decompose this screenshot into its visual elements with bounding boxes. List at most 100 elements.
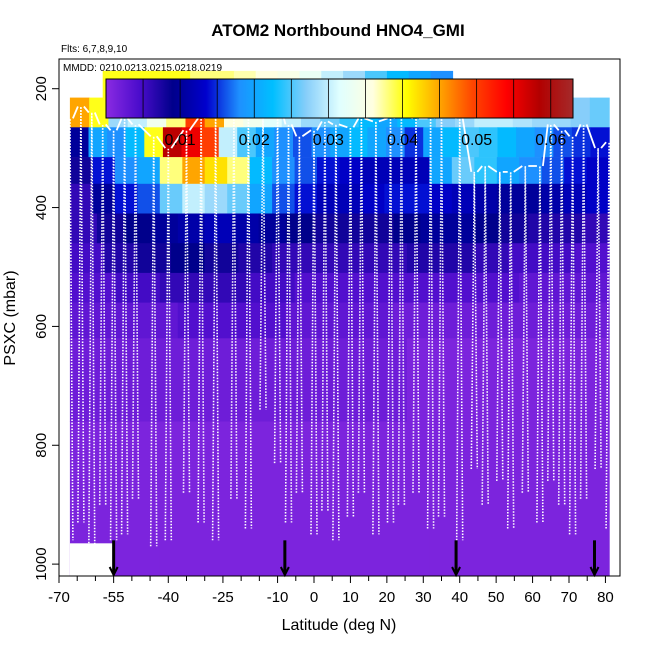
heatmap-cell	[404, 127, 424, 158]
heatmap-cell	[367, 127, 387, 158]
heatmap-cell	[182, 157, 206, 185]
heatmap-cell	[227, 157, 251, 185]
flight-leg	[72, 106, 79, 119]
flight-profile	[470, 171, 479, 470]
colorbar: 0.01 0.02 0.03 0.04 0.05 0.06	[105, 78, 574, 149]
flight-leg	[553, 123, 560, 131]
flight-profile	[357, 118, 366, 493]
heatmap-cell	[238, 243, 273, 274]
flight-profile	[321, 121, 329, 511]
flight-profile	[273, 106, 282, 464]
flight-profile	[455, 118, 464, 541]
heatmap-cell	[447, 302, 502, 339]
flight-leg	[137, 123, 152, 137]
heatmap-cell	[440, 243, 475, 274]
flight-profile	[557, 130, 566, 505]
heatmap-cell	[255, 127, 275, 158]
heatmap-cell	[92, 157, 116, 185]
heatmap-cell	[107, 127, 127, 158]
flight-leg	[476, 165, 483, 173]
flight-markers	[108, 540, 600, 578]
heatmap-cell	[516, 127, 536, 158]
heatmap-cell	[204, 157, 228, 185]
flight-profile	[77, 106, 85, 523]
no-data-gap	[69, 543, 114, 576]
heatmap-cell	[420, 213, 448, 244]
flight-leg	[542, 124, 549, 167]
heatmap-cell	[69, 243, 105, 274]
x-tick-label: 50	[488, 589, 505, 606]
flight-leg	[126, 117, 134, 125]
plot-frame	[58, 58, 621, 577]
x-tick-label: -10	[267, 589, 289, 606]
heatmap-cell	[114, 157, 138, 185]
heatmap-cell	[564, 157, 588, 185]
heatmap-cell	[339, 243, 374, 274]
flight-leg	[585, 124, 596, 149]
flight-profile	[182, 130, 191, 493]
heatmap-cell	[541, 183, 565, 214]
heatmap-cell	[339, 183, 363, 214]
x-axis: -70 -55 -40 -25 -10 0 10 20 30 40 50 60 70 80	[48, 576, 614, 606]
heatmap-cell	[451, 183, 475, 214]
heatmap-cell	[231, 213, 260, 244]
heatmap-cell	[348, 127, 368, 158]
colorbar-tick-label: 0.03	[313, 132, 344, 149]
heatmap-cell	[429, 183, 453, 214]
flight-leg	[327, 120, 334, 126]
y-tick-label: 1000	[33, 547, 50, 580]
heatmap-cell	[237, 127, 257, 158]
flight-leg	[487, 165, 498, 173]
x-tick-label: 10	[342, 589, 359, 606]
heatmap-cell	[555, 213, 583, 244]
flight-profile	[284, 124, 293, 523]
heatmap-cell	[519, 157, 543, 185]
heatmap-cell	[69, 127, 90, 158]
flight-leg	[338, 123, 348, 129]
heatmap-cell	[123, 213, 152, 244]
heatmap-cell	[474, 243, 509, 274]
heatmap-cell	[249, 272, 296, 303]
x-tick-label: 80	[597, 589, 614, 606]
heatmap-cell	[92, 183, 116, 214]
heatmap-cell	[423, 127, 443, 158]
heatmap-cell	[293, 127, 313, 158]
heatmap-cell	[272, 338, 341, 422]
heatmap-cell	[204, 272, 251, 303]
flight-profile	[230, 118, 238, 499]
y-axis: 200 400 600 800 1000	[33, 76, 59, 581]
heatmap-cell	[429, 272, 475, 303]
heatmap-cell	[406, 157, 430, 185]
flight-leg	[93, 112, 101, 125]
heatmap-cell	[114, 272, 161, 303]
heatmap-cell	[69, 302, 125, 339]
heatmap-cell	[258, 213, 287, 244]
heatmap-cell	[311, 127, 331, 158]
heatmap-cell	[137, 157, 161, 185]
colorbar-tick-label: 0.02	[239, 132, 270, 149]
heatmap-cell	[406, 243, 442, 274]
flight-leg	[461, 118, 473, 173]
x-tick-label: 60	[524, 589, 541, 606]
x-tick-label: 40	[451, 589, 468, 606]
heatmap-cell	[227, 183, 251, 214]
colorbar-tick-label: 0.04	[387, 132, 418, 149]
heatmap-cell	[541, 157, 565, 185]
heatmap-cell	[182, 183, 206, 214]
heatmap-cell	[478, 127, 499, 158]
flight-leg	[105, 123, 112, 131]
dates-note: MMDD: 0210,0213,0215,0218,0219	[63, 63, 222, 74]
colorbar-tick-label: 0.05	[461, 132, 492, 149]
colorbar-bar	[105, 78, 574, 119]
heatmap-cell	[496, 157, 520, 185]
heatmap-cell	[159, 421, 251, 577]
heatmap-cell	[317, 157, 341, 185]
x-tick-label: -25	[212, 589, 234, 606]
y-tick-label: 800	[33, 433, 50, 458]
heatmap-cell	[590, 127, 610, 158]
flight-profile	[66, 118, 74, 541]
x-tick-label: 30	[415, 589, 432, 606]
heatmap-cell	[89, 97, 110, 128]
flight-leg	[301, 129, 312, 138]
flight-profile	[372, 121, 380, 535]
